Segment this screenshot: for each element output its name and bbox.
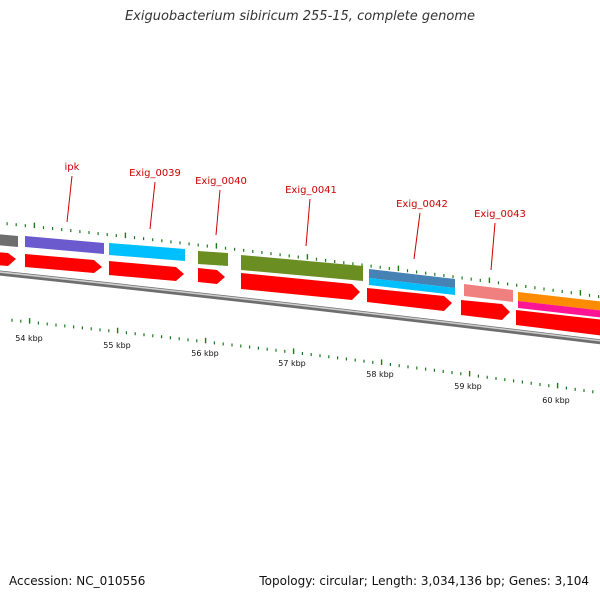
leader-line <box>490 222 496 271</box>
gene-label-track: ipk Exig_0039 Exig_0040 Exig_0041 Exig_0… <box>65 162 526 271</box>
exig-0042-gene-bar-b[interactable] <box>369 278 455 295</box>
next-gene-bar-b[interactable] <box>518 301 600 318</box>
cds-arrow-track <box>0 252 600 336</box>
exig-0041-gene-bar[interactable] <box>241 255 363 281</box>
prev-gene-bar[interactable] <box>0 234 18 247</box>
exig-0039-gene-bar[interactable] <box>109 243 185 261</box>
scale-label: 56 kbp <box>191 349 219 358</box>
genome-summary-text: Topology: circular; Length: 3,034,136 bp… <box>259 574 589 588</box>
scale-tick-track <box>11 318 594 394</box>
accession-text: Accession: NC_010556 <box>9 574 146 588</box>
page-title: Exiguobacterium sibiricum 255-15, comple… <box>124 9 476 24</box>
leader-line <box>149 181 156 230</box>
cds-arrow[interactable] <box>0 252 16 266</box>
cds-arrow[interactable] <box>241 273 360 300</box>
cds-arrow[interactable] <box>516 310 600 336</box>
scale-label: 55 kbp <box>103 341 131 350</box>
scale-label: 54 kbp <box>15 334 43 343</box>
gene-label-ipk[interactable]: ipk <box>65 162 80 173</box>
cds-arrow[interactable] <box>367 288 452 311</box>
genome-backbone-highlight <box>0 271 600 342</box>
scale-label: 58 kbp <box>366 370 394 379</box>
next-gene-bar-a[interactable] <box>518 292 600 311</box>
cds-arrow[interactable] <box>461 300 510 320</box>
exig-0043-gene-bar[interactable] <box>464 284 513 302</box>
gene-label-exig-0042[interactable]: Exig_0042 <box>396 199 448 210</box>
cds-arrow[interactable] <box>109 261 184 281</box>
leader-line <box>215 189 221 236</box>
gene-label-exig-0041[interactable]: Exig_0041 <box>285 185 337 196</box>
scale-label-track: 54 kbp 55 kbp 56 kbp 57 kbp 58 kbp 59 kb… <box>15 334 570 405</box>
exig-0042-gene-bar-a[interactable] <box>369 269 455 288</box>
scale-label: 59 kbp <box>454 382 482 391</box>
genome-backbone <box>0 270 600 345</box>
gene-label-exig-0043[interactable]: Exig_0043 <box>474 209 526 220</box>
upper-tick-track <box>6 222 600 299</box>
ipk-gene-bar[interactable] <box>25 236 104 254</box>
cds-arrow[interactable] <box>198 268 225 284</box>
leader-line <box>305 198 311 247</box>
gene-feature-track <box>0 234 600 318</box>
gene-label-exig-0040[interactable]: Exig_0040 <box>195 176 247 187</box>
gene-label-exig-0039[interactable]: Exig_0039 <box>129 168 181 179</box>
exig-0040-gene-bar[interactable] <box>198 251 228 266</box>
scale-label: 60 kbp <box>542 396 570 405</box>
leader-line <box>66 175 73 223</box>
cds-arrow[interactable] <box>25 254 102 273</box>
leader-line <box>413 212 421 260</box>
scale-label: 57 kbp <box>278 359 306 368</box>
